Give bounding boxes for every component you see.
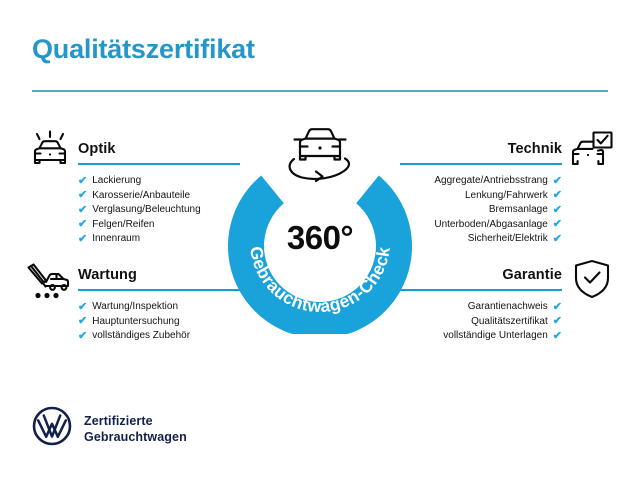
list-item: ✔ Verglasung/Beleuchtung — [78, 203, 240, 218]
list-item-label: vollständiges Zubehör — [92, 330, 191, 341]
check-icon: ✔ — [78, 300, 88, 313]
check-icon: ✔ — [78, 232, 88, 245]
badge-value: 360° — [286, 219, 354, 256]
footer-text: Zertifizierte Gebrauchtwagen — [84, 413, 187, 445]
section-list-optik: ✔ Lackierung ✔ Karosserie/Anbauteile ✔ Verg… — [78, 174, 240, 247]
check-icon: ✔ — [78, 189, 88, 202]
list-item: Sicherheit/Elektrik ✔ — [400, 232, 562, 247]
list-item-label: Lenkung/Fahrwerk — [464, 189, 548, 201]
list-item-label: Lackierung — [92, 175, 142, 186]
list-item-label: Garantienachweis — [467, 301, 548, 312]
list-item-label: Verglasung/Beleuchtung — [92, 204, 201, 215]
list-item-label: Karosserie/Anbauteile — [92, 189, 191, 201]
list-item-label: Sicherheit/Elektrik — [467, 233, 548, 244]
list-item: Unterboden/Abgasanlage ✔ — [400, 218, 562, 233]
list-item: ✔ Hauptuntersuchung — [78, 315, 240, 330]
vw-logo-icon — [32, 406, 72, 451]
list-item-label: vollständige Unterlagen — [443, 330, 548, 341]
footer-line-1: Zertifizierte — [84, 413, 153, 428]
car-shine-icon — [28, 130, 72, 175]
list-item-label: Aggregate/Antriebsstrang — [434, 175, 548, 186]
section-list-technik: Aggregate/Antriebsstrang ✔ Lenkung/Fahrwe… — [400, 174, 562, 247]
list-item-label: Felgen/Reifen — [92, 218, 155, 230]
check-icon: ✔ — [552, 218, 562, 231]
list-item: ✔ vollständiges Zubehör — [78, 329, 240, 344]
check-icon: ✔ — [552, 174, 562, 187]
section-heading-garantie: Garantie — [502, 267, 562, 283]
section-optik: Optik ✔ Lackierung ✔ Karosserie/Anbauteile… — [78, 140, 240, 247]
car-checkbox-icon — [568, 130, 614, 175]
section-garantie: Garantie Garantienachweis ✔ Qualitätszert… — [400, 266, 562, 344]
page-title: Qualitätszertifikat — [32, 34, 255, 64]
check-icon: ✔ — [78, 203, 88, 216]
check-icon: ✔ — [552, 203, 562, 216]
list-item: Qualitätszertifikat ✔ — [400, 315, 562, 330]
section-heading-wartung: Wartung — [78, 267, 137, 283]
list-item-label: Wartung/Inspektion — [92, 301, 179, 312]
list-item: ✔ Karosserie/Anbauteile — [78, 189, 240, 204]
car-lift-service-icon — [25, 262, 71, 307]
list-item: vollständige Unterlagen ✔ — [400, 329, 562, 344]
check-icon: ✔ — [552, 300, 562, 313]
section-divider-technik — [400, 163, 562, 165]
car-front-rotate-icon — [272, 118, 368, 188]
title-divider — [32, 90, 608, 92]
list-item: Bremsanlage ✔ — [400, 203, 562, 218]
list-item: Lenkung/Fahrwerk ✔ — [400, 189, 562, 204]
section-divider-optik — [78, 163, 240, 165]
check-icon: ✔ — [552, 329, 562, 342]
list-item: Aggregate/Antriebsstrang ✔ — [400, 174, 562, 189]
section-heading-optik: Optik — [78, 141, 116, 157]
check-icon: ✔ — [552, 315, 562, 328]
list-item-label: Innenraum — [92, 233, 141, 244]
gebrauchtwagen-check-badge: Gebrauchtwagen-Check 360° — [228, 150, 412, 339]
list-item: ✔ Wartung/Inspektion — [78, 300, 240, 315]
list-item: ✔ Felgen/Reifen — [78, 218, 240, 233]
section-technik: Technik Aggregate/Antriebsstrang ✔ Lenkun… — [400, 140, 562, 247]
check-icon: ✔ — [552, 232, 562, 245]
section-divider-garantie — [400, 289, 562, 291]
list-item: Garantienachweis ✔ — [400, 300, 562, 315]
list-item: ✔ Lackierung — [78, 174, 240, 189]
check-icon: ✔ — [78, 174, 88, 187]
shield-check-icon — [572, 258, 612, 305]
list-item-label: Bremsanlage — [488, 204, 548, 215]
list-item-label: Hauptuntersuchung — [92, 315, 180, 327]
check-icon: ✔ — [552, 189, 562, 202]
section-wartung: Wartung ✔ Wartung/Inspektion ✔ Hauptunters… — [78, 266, 240, 344]
list-item: ✔ Innenraum — [78, 232, 240, 247]
section-list-wartung: ✔ Wartung/Inspektion ✔ Hauptuntersuchung ✔… — [78, 300, 240, 344]
footer-line-2: Gebrauchtwagen — [84, 429, 187, 444]
check-icon: ✔ — [78, 329, 88, 342]
footer-brand: Zertifizierte Gebrauchtwagen — [32, 406, 187, 451]
check-icon: ✔ — [78, 218, 88, 231]
section-heading-technik: Technik — [507, 141, 562, 157]
check-icon: ✔ — [78, 315, 88, 328]
list-item-label: Unterboden/Abgasanlage — [434, 218, 548, 230]
section-list-garantie: Garantienachweis ✔ Qualitätszertifikat ✔ v… — [400, 300, 562, 344]
section-divider-wartung — [78, 289, 240, 291]
list-item-label: Qualitätszertifikat — [471, 315, 548, 327]
